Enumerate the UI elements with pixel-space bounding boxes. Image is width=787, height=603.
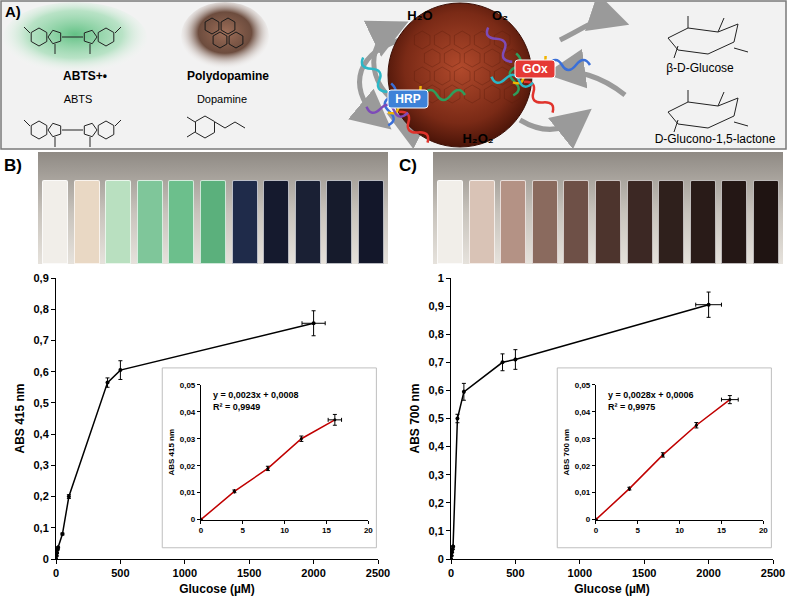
svg-text:0: 0	[53, 567, 59, 579]
svg-text:0,6: 0,6	[429, 384, 444, 396]
svg-text:ABS 415 nm: ABS 415 nm	[167, 429, 176, 476]
svg-text:0,01: 0,01	[575, 488, 591, 497]
svg-text:0,1: 0,1	[34, 522, 49, 534]
svg-text:0,7: 0,7	[34, 334, 49, 346]
svg-text:GOx: GOx	[522, 62, 548, 76]
svg-text:ABTS: ABTS	[64, 93, 93, 105]
svg-text:HRP: HRP	[395, 92, 420, 106]
svg-text:ABTS+•: ABTS+•	[63, 69, 107, 83]
svg-text:0,02: 0,02	[180, 462, 196, 471]
svg-text:1000: 1000	[568, 567, 592, 579]
svg-text:A): A)	[5, 3, 21, 20]
svg-text:0,03: 0,03	[180, 435, 196, 444]
svg-text:0,04: 0,04	[180, 408, 196, 417]
svg-text:0: 0	[586, 515, 591, 524]
svg-text:Glucose (µM): Glucose (µM)	[179, 582, 255, 596]
svg-text:0,02: 0,02	[575, 462, 591, 471]
svg-text:0: 0	[594, 526, 599, 535]
svg-text:0,9: 0,9	[34, 272, 49, 284]
svg-text:2000: 2000	[301, 567, 325, 579]
svg-text:y = 0,0028x + 0,0006R² = 0,997: y = 0,0028x + 0,0006R² = 0,9975	[608, 390, 694, 412]
svg-text:0,2: 0,2	[429, 497, 444, 509]
svg-text:0: 0	[43, 553, 49, 565]
svg-text:y = 0,0023x + 0,0008R² = 0,994: y = 0,0023x + 0,0008R² = 0,9949	[213, 390, 299, 412]
svg-text:20: 20	[364, 526, 373, 535]
svg-text:0,4: 0,4	[429, 440, 445, 452]
svg-text:0,5: 0,5	[34, 397, 49, 409]
svg-text:Glucose (µM): Glucose (µM)	[574, 582, 650, 596]
svg-text:Polydopamine: Polydopamine	[187, 69, 269, 83]
svg-text:0,01: 0,01	[180, 488, 196, 497]
svg-text:10: 10	[280, 526, 289, 535]
svg-text:0,7: 0,7	[429, 356, 444, 368]
svg-text:1000: 1000	[173, 567, 197, 579]
html-text:B): B)	[4, 156, 22, 175]
svg-text:0: 0	[199, 526, 204, 535]
svg-text:10: 10	[675, 526, 684, 535]
svg-text:D-Glucono-1,5-lactone: D-Glucono-1,5-lactone	[655, 132, 776, 146]
svg-text:0,05: 0,05	[180, 381, 196, 390]
svg-text:20: 20	[759, 526, 768, 535]
svg-text:0,03: 0,03	[575, 435, 591, 444]
svg-text:O₂: O₂	[492, 8, 508, 23]
svg-text:0,8: 0,8	[429, 328, 444, 340]
svg-text:0,1: 0,1	[429, 525, 444, 537]
svg-text:0,5: 0,5	[429, 412, 444, 424]
svg-text:ABS 700 nm: ABS 700 nm	[408, 383, 422, 453]
html-text:C): C)	[399, 156, 417, 175]
svg-text:0: 0	[448, 567, 454, 579]
svg-text:0,04: 0,04	[575, 408, 591, 417]
svg-text:2500: 2500	[761, 567, 785, 579]
svg-text:0,3: 0,3	[429, 469, 444, 481]
svg-text:0,4: 0,4	[34, 428, 50, 440]
svg-text:H₂O: H₂O	[407, 8, 432, 23]
svg-text:15: 15	[717, 526, 726, 535]
svg-text:1500: 1500	[632, 567, 656, 579]
svg-text:H₂O₂: H₂O₂	[462, 131, 493, 146]
svg-text:15: 15	[322, 526, 331, 535]
svg-text:500: 500	[111, 567, 129, 579]
svg-text:5: 5	[636, 526, 641, 535]
svg-text:0,6: 0,6	[34, 366, 49, 378]
svg-text:1500: 1500	[237, 567, 261, 579]
svg-text:2500: 2500	[366, 567, 390, 579]
svg-text:2000: 2000	[696, 567, 720, 579]
svg-text:0,3: 0,3	[34, 459, 49, 471]
svg-text:1: 1	[438, 272, 444, 284]
svg-text:Dopamine: Dopamine	[197, 93, 247, 105]
svg-text:ABS 415 nm: ABS 415 nm	[13, 383, 27, 453]
svg-text:β-D-Glucose: β-D-Glucose	[666, 61, 734, 75]
svg-text:0,9: 0,9	[429, 300, 444, 312]
svg-text:0: 0	[191, 515, 196, 524]
svg-text:0,05: 0,05	[575, 381, 591, 390]
svg-text:5: 5	[241, 526, 246, 535]
svg-text:0: 0	[438, 553, 444, 565]
svg-text:0,2: 0,2	[34, 490, 49, 502]
svg-text:0,8: 0,8	[34, 303, 49, 315]
svg-text:500: 500	[506, 567, 524, 579]
svg-text:ABS 700 nm: ABS 700 nm	[562, 429, 571, 476]
